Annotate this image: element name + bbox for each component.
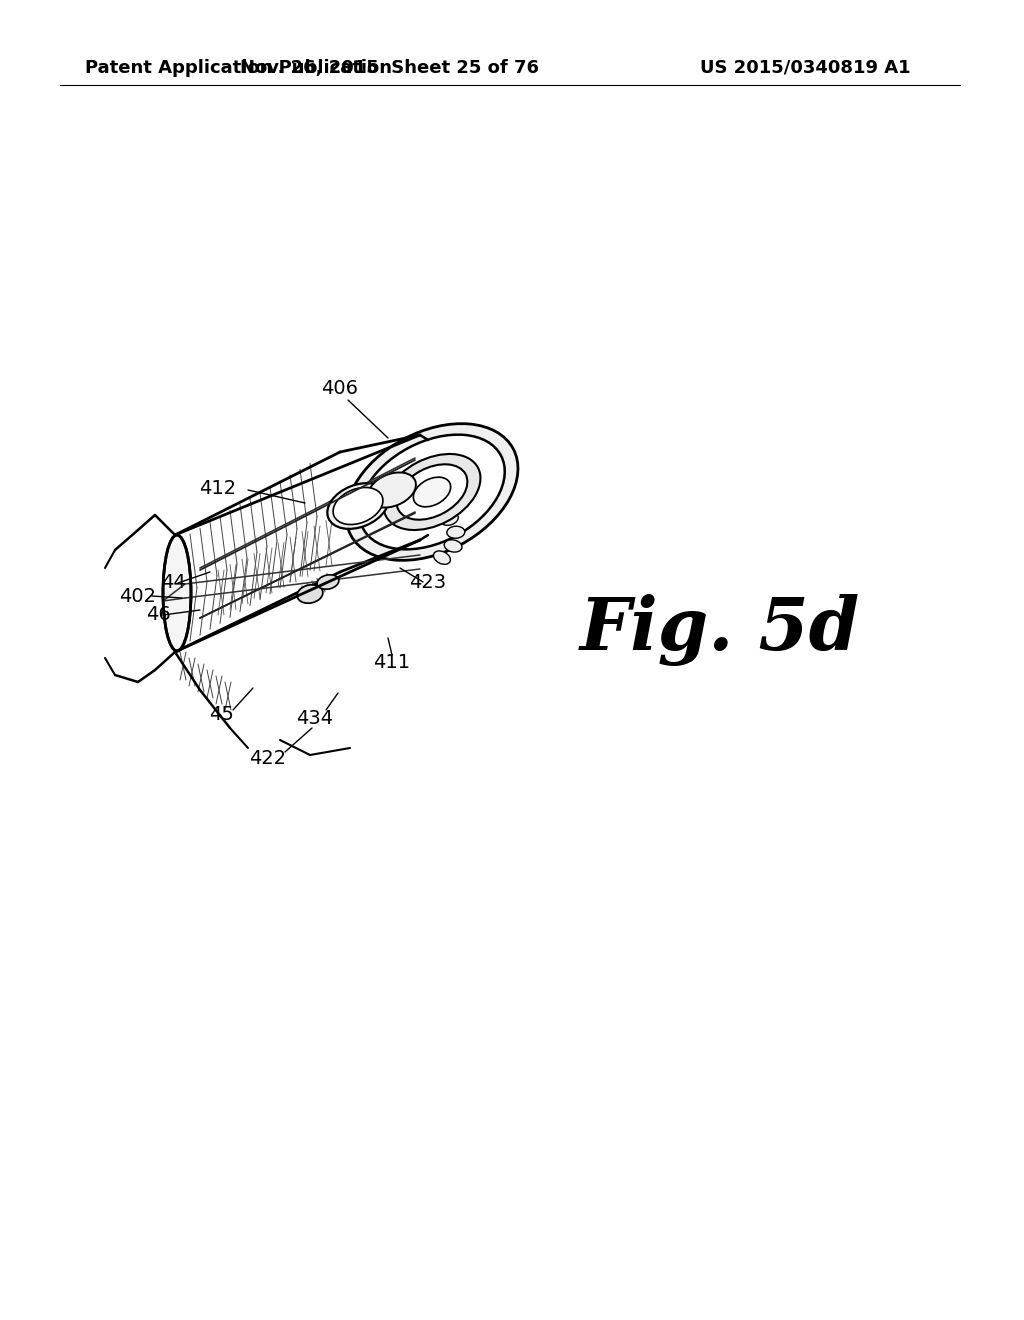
Text: Nov. 26, 2015  Sheet 25 of 76: Nov. 26, 2015 Sheet 25 of 76 <box>241 59 540 77</box>
Ellipse shape <box>444 540 462 552</box>
Ellipse shape <box>368 473 416 508</box>
Ellipse shape <box>414 477 451 507</box>
Text: Fig. 5d: Fig. 5d <box>580 594 860 667</box>
Ellipse shape <box>333 487 383 524</box>
Text: US 2015/0340819 A1: US 2015/0340819 A1 <box>700 59 910 77</box>
Text: 46: 46 <box>145 606 170 624</box>
Ellipse shape <box>429 486 443 496</box>
Text: 422: 422 <box>250 748 287 767</box>
Ellipse shape <box>396 465 467 520</box>
Ellipse shape <box>433 550 451 565</box>
Ellipse shape <box>317 574 339 589</box>
Ellipse shape <box>440 512 459 525</box>
Ellipse shape <box>297 585 323 603</box>
Ellipse shape <box>411 490 425 502</box>
Ellipse shape <box>384 454 480 531</box>
Text: 45: 45 <box>210 705 234 725</box>
Ellipse shape <box>163 535 191 651</box>
Text: 423: 423 <box>410 573 446 591</box>
Text: 406: 406 <box>322 379 358 397</box>
Text: 412: 412 <box>200 479 237 498</box>
Ellipse shape <box>427 502 443 516</box>
Ellipse shape <box>442 477 458 487</box>
Ellipse shape <box>346 424 518 561</box>
Ellipse shape <box>328 483 389 529</box>
Text: 434: 434 <box>296 709 334 727</box>
Text: 44: 44 <box>161 573 185 593</box>
Text: 411: 411 <box>374 653 411 672</box>
Ellipse shape <box>359 434 505 549</box>
Ellipse shape <box>392 488 404 502</box>
Text: Patent Application Publication: Patent Application Publication <box>85 59 392 77</box>
Text: 402: 402 <box>120 586 157 606</box>
Ellipse shape <box>446 527 465 539</box>
